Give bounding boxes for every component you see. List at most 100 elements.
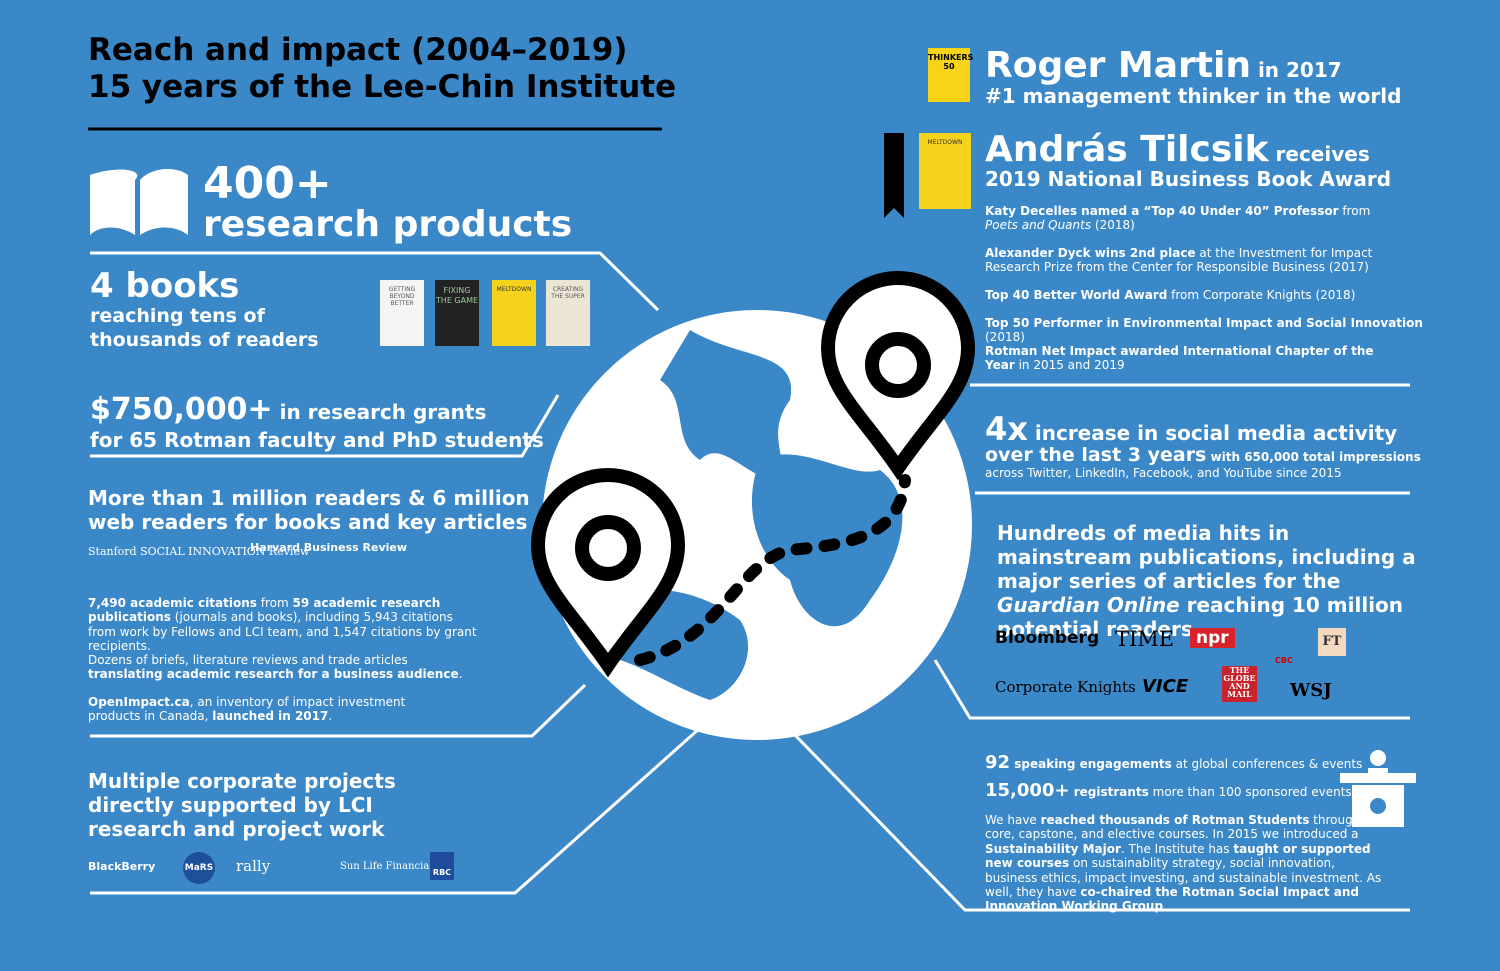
- openimpact: OpenImpact.ca, an inventory of impact in…: [88, 695, 443, 724]
- text: Top 50 Performer in Environmental Impact…: [985, 316, 1423, 330]
- text: Katy Decelles named a “Top 40 Under 40” …: [985, 204, 1339, 218]
- text: . The Institute has: [1120, 841, 1234, 856]
- text: Rotman Net Impact awarded International …: [985, 344, 1374, 373]
- shape: [90, 394, 560, 458]
- shape: [90, 169, 138, 235]
- text: co-chaired the Rotman Social Impact and …: [985, 884, 1359, 914]
- readers: More than 1 million readers & 6 million w…: [88, 486, 530, 534]
- book-cover: MELTDOWN: [919, 133, 971, 209]
- shape: [90, 726, 701, 895]
- shape: [865, 332, 931, 398]
- text: 15,000+: [985, 780, 1070, 801]
- text: OpenImpact.ca: [88, 695, 190, 709]
- logo: THE GLOBE AND MAIL: [1222, 666, 1257, 702]
- text: , an inventory of impact investment prod…: [88, 695, 406, 724]
- text: with 650,000 total impressions: [1206, 450, 1421, 464]
- text: 15 years of the Lee-Chin Institute: [88, 69, 677, 106]
- shape: [90, 251, 660, 312]
- briefs: Dozens of briefs, literature reviews and…: [88, 653, 468, 682]
- tilcsik-line2: 2019 National Business Book Award: [985, 167, 1392, 191]
- books-number: 4 books: [90, 266, 240, 306]
- shape: [634, 474, 911, 666]
- shape: [660, 330, 792, 480]
- media: Hundreds of media hits in mainstream pub…: [997, 521, 1417, 641]
- logo: rally: [236, 857, 271, 875]
- shape: [1340, 773, 1416, 783]
- social-line3: across Twitter, LinkedIn, Facebook, and …: [985, 466, 1342, 480]
- text: from Corporate Knights (2018): [1167, 288, 1356, 302]
- text: .: [1163, 899, 1167, 914]
- shape: [1370, 750, 1386, 766]
- text: We have: [985, 813, 1041, 827]
- text: More than 1 million readers & 6 million: [88, 486, 530, 510]
- book-cover: GETTING BEYOND BETTER: [380, 280, 424, 346]
- logo: Harvard Business Review: [250, 541, 408, 554]
- text: Dozens of briefs, literature reviews and…: [88, 653, 408, 667]
- text: in research grants: [272, 400, 487, 424]
- text: translating academic research for a busi…: [88, 667, 459, 682]
- text: thousands of readers: [90, 328, 319, 351]
- book-cover: CREATING THE SUPER: [546, 280, 590, 346]
- shape: [575, 515, 641, 581]
- shape: [530, 271, 976, 678]
- text: .: [328, 709, 333, 724]
- text: Roger Martin: [985, 45, 1251, 86]
- logo: MaRS: [183, 852, 215, 884]
- text: (journals and books), including 5,943 ci…: [88, 610, 477, 654]
- logo: WSJ: [1290, 680, 1332, 701]
- martin-line2: #1 management thinker in the world: [985, 84, 1402, 108]
- text: directly supported by LCI: [88, 793, 373, 817]
- award: Katy Decelles named a “Top 40 Under 40” …: [985, 204, 1385, 233]
- text: more than 100 sponsored events: [1148, 785, 1352, 799]
- research-label: research products: [203, 204, 573, 245]
- shape: [140, 168, 188, 235]
- shape: [90, 683, 587, 738]
- award: Top 40 Better World Award from Corporate…: [985, 288, 1405, 302]
- students: We have reached thousands of Rotman Stud…: [985, 813, 1385, 914]
- registrants: 15,000+ registrants more than 100 sponso…: [985, 781, 1352, 801]
- text: Top 40 Better World Award: [985, 288, 1168, 302]
- martin: Roger Martin in 2017: [985, 46, 1342, 86]
- shape: [1368, 768, 1388, 773]
- text: 4x: [985, 410, 1028, 448]
- text: speaking engagements: [1010, 757, 1172, 771]
- text: $750,000+: [90, 392, 273, 427]
- logo: BlackBerry: [88, 860, 156, 873]
- text: in 2015 and 2019: [1014, 358, 1125, 373]
- speaking: 92 speaking engagements at global confer…: [985, 753, 1362, 773]
- text: Guardian Online: [997, 593, 1180, 617]
- text: Multiple corporate projects: [88, 769, 396, 793]
- shape: [88, 127, 1410, 912]
- shape: [793, 733, 1410, 912]
- text: through core, capstone, and elective cou…: [985, 813, 1361, 842]
- text: Alexander Dyck wins 2nd place: [985, 246, 1196, 260]
- text: András Tilcsik: [985, 129, 1269, 170]
- books-text: reaching tens of thousands of readers: [90, 305, 319, 353]
- logo: Bloomberg: [995, 628, 1100, 648]
- text: at global conferences & events: [1171, 757, 1363, 771]
- logo: CBC: [1275, 656, 1293, 665]
- text: over the last 3 years: [985, 444, 1207, 466]
- title: Reach and impact (2004–2019) 15 years of …: [88, 32, 676, 106]
- text: Hundreds of media hits in mainstream pub…: [997, 521, 1416, 593]
- citations: 7,490 academic citations from 59 academi…: [88, 596, 483, 654]
- text: 59 academic research publications: [88, 596, 441, 625]
- text: Reach and impact (2004–2019): [88, 32, 628, 68]
- text: reaching tens of: [90, 305, 265, 327]
- social: 4x increase in social media activity: [985, 410, 1397, 448]
- text: at the Investment for Impact Research Pr…: [985, 246, 1373, 275]
- corporate: Multiple corporate projects directly supp…: [88, 769, 396, 841]
- award: Alexander Dyck wins 2nd place at the Inv…: [985, 246, 1395, 275]
- text: receives: [1268, 142, 1370, 166]
- logo: RBC: [430, 852, 454, 880]
- text: (2018): [1091, 218, 1135, 233]
- text: reaching 10 million potential readers: [997, 593, 1404, 641]
- tilcsik: András Tilcsik receives: [985, 130, 1370, 170]
- text: registrants: [1069, 785, 1149, 799]
- logo: FT: [1318, 628, 1346, 656]
- logo: Sun Life Financial: [340, 861, 433, 872]
- shape: [1370, 798, 1386, 814]
- text: launched in 2017: [212, 709, 329, 724]
